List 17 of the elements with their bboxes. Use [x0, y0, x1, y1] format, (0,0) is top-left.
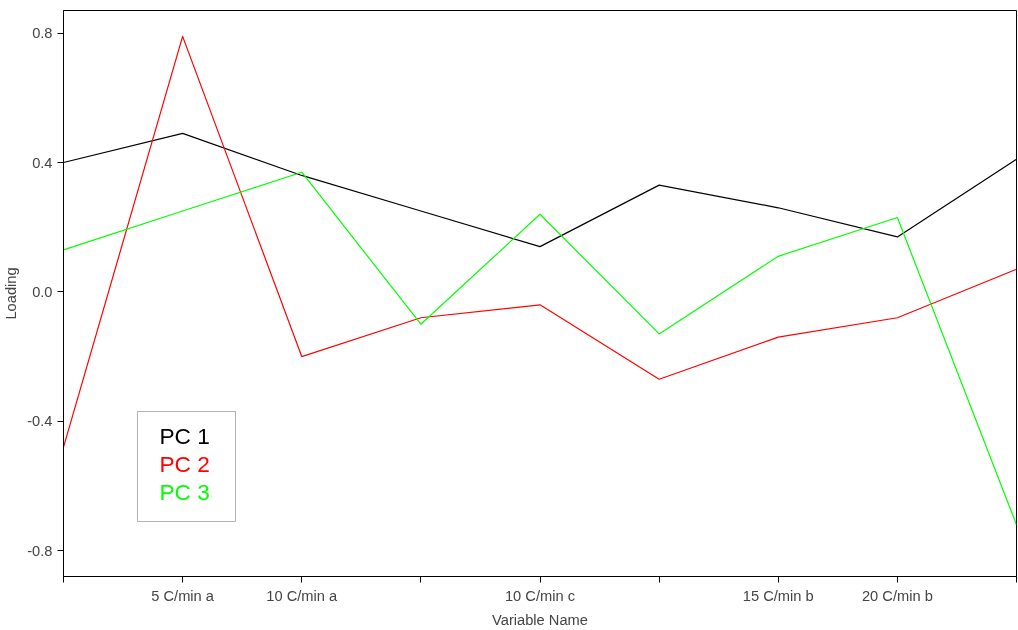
y-tick-label: -0.4 [27, 413, 53, 430]
line-series [63, 171, 1017, 526]
x-tick-label: 10 C/min c [504, 587, 576, 604]
y-tick-label: 0.4 [32, 154, 53, 171]
y-tick-label: -0.8 [27, 542, 53, 559]
text: PC 1 [159, 422, 210, 449]
y-axis-title: Loading [3, 267, 20, 320]
text: PC 3 [159, 478, 210, 505]
x-tick-label: 15 C/min b [742, 587, 814, 604]
y-tick-label: 0.0 [32, 283, 53, 300]
text: PC 2 [159, 450, 210, 477]
x-axis-title: Variable Name [492, 611, 588, 628]
x-tick-label: 5 C/min a [151, 587, 215, 604]
x-tick-label: 10 C/min a [266, 587, 339, 604]
x-tick-label: 20 C/min b [861, 587, 933, 604]
y-tick-label: 0.8 [32, 25, 53, 42]
line-series [63, 35, 1017, 448]
